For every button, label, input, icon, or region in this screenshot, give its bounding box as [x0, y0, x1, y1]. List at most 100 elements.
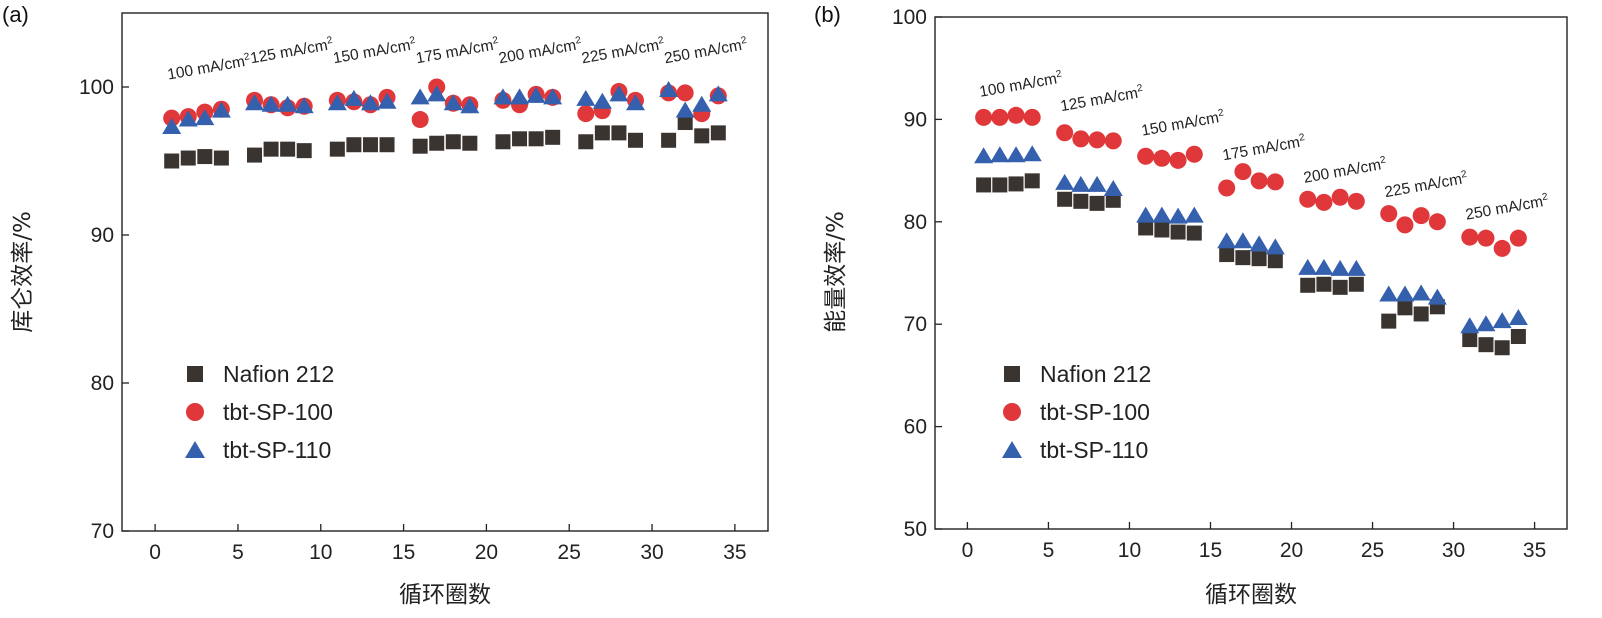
point-tbt-sp-100 — [1250, 172, 1268, 190]
point-tbt-sp-110 — [659, 80, 679, 97]
point-tbt-sp-100 — [1428, 213, 1446, 231]
point-tbt-sp-100 — [1153, 149, 1171, 167]
point-nafion-212 — [1008, 176, 1024, 192]
current-density-label: 100 mA/cm2 — [978, 68, 1064, 100]
x-tick-label: 5 — [1043, 539, 1055, 562]
x-tick-label: 15 — [1199, 539, 1222, 562]
point-nafion-212 — [512, 131, 528, 147]
point-tbt-sp-110 — [1249, 235, 1269, 252]
point-tbt-sp-110 — [1476, 315, 1496, 332]
point-tbt-sp-100 — [1315, 193, 1333, 211]
point-tbt-sp-110 — [990, 146, 1010, 163]
point-tbt-sp-110 — [692, 95, 712, 112]
current-density-label: 175 mA/cm2 — [414, 35, 500, 67]
point-tbt-sp-100 — [1396, 216, 1414, 234]
panel-b-label: (b) — [814, 2, 841, 27]
point-nafion-212 — [1186, 225, 1202, 241]
y-tick-label: 80 — [904, 211, 927, 234]
point-tbt-sp-100 — [1477, 229, 1495, 247]
point-tbt-sp-100 — [1412, 207, 1430, 225]
current-density-label: 250 mA/cm2 — [663, 35, 749, 67]
legend-marker-sp100 — [1003, 403, 1021, 421]
legend-label-sp110: tbt-SP-110 — [223, 437, 331, 463]
point-tbt-sp-100 — [1299, 190, 1317, 208]
point-tbt-sp-110 — [974, 147, 994, 164]
point-tbt-sp-110 — [1217, 232, 1237, 249]
point-tbt-sp-110 — [1379, 285, 1399, 302]
point-tbt-sp-110 — [443, 94, 463, 111]
point-tbt-sp-100 — [1056, 124, 1074, 142]
panel-a-ticks: 0 5 10 15 20 25 30 35 70 80 90 100 — [79, 76, 747, 564]
panel-b-ylabel: 能量效率/% — [823, 211, 849, 333]
legend-marker-sp110 — [1002, 441, 1022, 458]
point-tbt-sp-110 — [410, 88, 430, 105]
panel-a: (a) 0 5 10 15 20 25 30 35 70 80 90 100 100 mA/cm212… — [2, 2, 769, 608]
panel-b-legend: Nafion 212 tbt-SP-100 tbt-SP-110 — [1002, 361, 1151, 463]
x-tick-label: 15 — [392, 541, 415, 564]
point-tbt-sp-110 — [493, 88, 513, 105]
point-tbt-sp-110 — [460, 97, 480, 114]
panel-a-legend: Nafion 212 tbt-SP-100 tbt-SP-110 — [185, 361, 334, 463]
point-tbt-sp-110 — [609, 85, 629, 102]
x-tick-label: 25 — [558, 541, 581, 564]
x-tick-label: 5 — [232, 541, 244, 564]
y-tick-label: 50 — [904, 518, 927, 541]
point-tbt-sp-110 — [377, 92, 397, 109]
point-nafion-212 — [611, 125, 627, 141]
panel-a-marks — [162, 78, 728, 169]
y-tick-label: 90 — [904, 108, 927, 131]
x-tick-label: 20 — [475, 541, 498, 564]
point-nafion-212 — [1089, 195, 1105, 211]
point-tbt-sp-100 — [1007, 106, 1025, 124]
point-tbt-sp-100 — [975, 108, 993, 126]
point-tbt-sp-110 — [1314, 258, 1334, 275]
point-tbt-sp-100 — [1072, 130, 1090, 148]
legend-label-sp100: tbt-SP-100 — [1040, 399, 1150, 425]
current-density-label: 150 mA/cm2 — [1140, 107, 1226, 139]
panel-b-plot-frame — [934, 16, 1568, 530]
point-nafion-212 — [379, 137, 395, 153]
point-tbt-sp-110 — [427, 85, 447, 102]
point-nafion-212 — [1073, 193, 1089, 209]
point-nafion-212 — [445, 134, 461, 150]
x-tick-label: 20 — [1280, 539, 1303, 562]
point-tbt-sp-110 — [294, 97, 314, 114]
current-density-label: 225 mA/cm2 — [580, 35, 666, 67]
point-nafion-212 — [1170, 224, 1186, 240]
point-nafion-212 — [1462, 332, 1478, 348]
x-tick-label: 30 — [1442, 539, 1465, 562]
y-tick-label: 80 — [91, 372, 114, 395]
point-tbt-sp-110 — [261, 95, 281, 112]
point-nafion-212 — [1397, 300, 1413, 316]
legend-marker-sp110 — [185, 441, 205, 458]
y-tick-label: 70 — [91, 520, 114, 543]
panel-b-xlabel: 循环圈数 — [1205, 582, 1297, 608]
x-tick-label: 10 — [1118, 539, 1141, 562]
point-tbt-sp-110 — [1346, 259, 1366, 276]
point-nafion-212 — [412, 138, 428, 154]
panel-b-marks — [974, 106, 1528, 356]
y-tick-label: 100 — [79, 76, 114, 99]
current-density-label: 150 mA/cm2 — [332, 35, 418, 67]
point-tbt-sp-110 — [708, 85, 728, 102]
point-tbt-sp-110 — [1071, 175, 1091, 192]
point-nafion-212 — [263, 141, 279, 157]
y-tick-label: 100 — [892, 6, 927, 29]
legend-label-sp100: tbt-SP-100 — [223, 399, 333, 425]
point-nafion-212 — [1251, 251, 1267, 267]
point-tbt-sp-100 — [1493, 239, 1511, 257]
point-tbt-sp-100 — [1218, 179, 1236, 197]
x-tick-label: 35 — [723, 541, 746, 564]
point-nafion-212 — [1332, 279, 1348, 295]
point-nafion-212 — [992, 177, 1008, 193]
point-nafion-212 — [462, 135, 478, 151]
point-tbt-sp-110 — [1508, 309, 1528, 326]
point-tbt-sp-110 — [1168, 207, 1188, 224]
panel-a-label: (a) — [2, 2, 29, 27]
point-tbt-sp-110 — [211, 101, 231, 118]
point-nafion-212 — [1494, 340, 1510, 356]
legend-marker-nafion — [187, 366, 203, 382]
point-nafion-212 — [545, 129, 561, 145]
point-nafion-212 — [346, 137, 362, 153]
